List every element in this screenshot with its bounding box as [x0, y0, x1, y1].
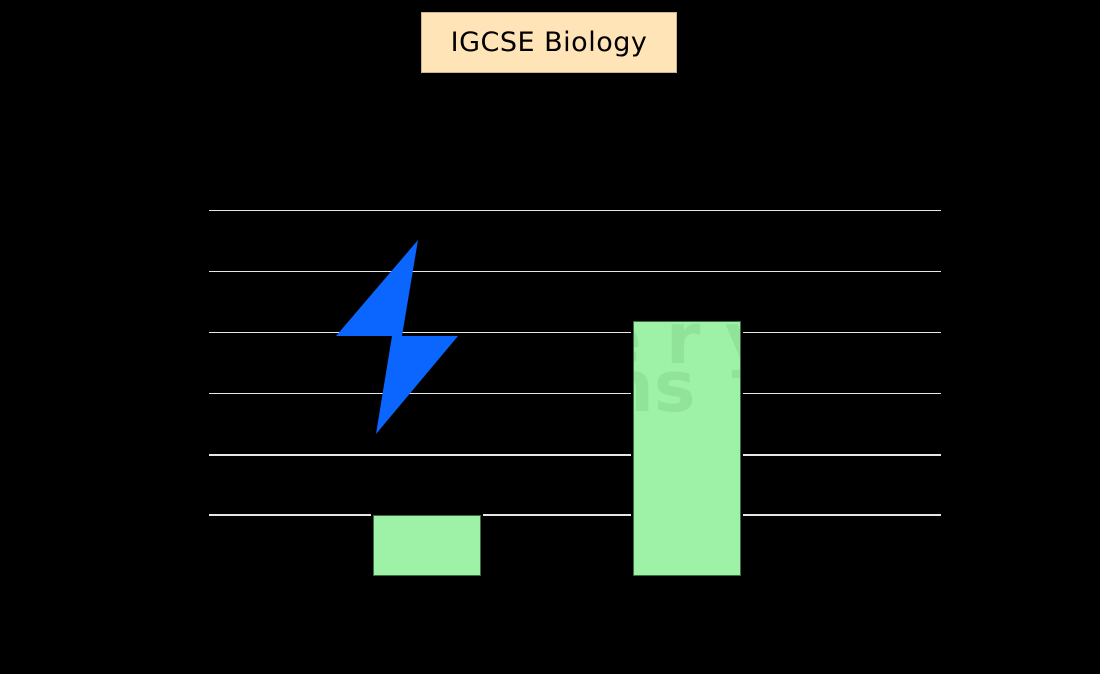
watermark: ns [634, 346, 696, 428]
gridline-1 [209, 514, 941, 516]
chart-title-text: IGCSE Biology [450, 27, 648, 58]
gridline-5 [209, 271, 941, 272]
bar-2: e r y ns [633, 321, 741, 576]
chart-title: IGCSE Biology [421, 12, 677, 73]
gridline-2 [209, 454, 941, 456]
gridline-3 [209, 393, 941, 394]
bar-gap [371, 513, 483, 516]
gridline-6 [209, 210, 941, 211]
watermark: e r y [634, 321, 740, 380]
gridline-4 [209, 332, 941, 333]
lightning-bolt-icon [336, 240, 458, 434]
bar-1 [373, 515, 481, 576]
